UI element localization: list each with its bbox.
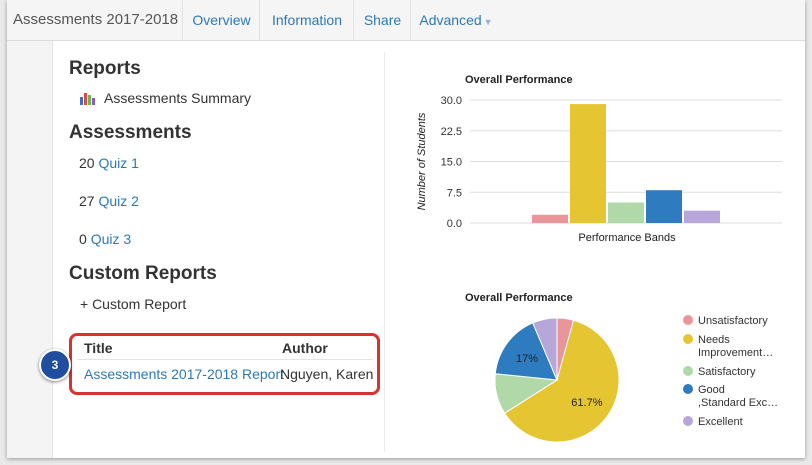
legend-swatch (683, 384, 693, 394)
y-tick-label: 30.0 (441, 95, 462, 107)
reports-heading: Reports (69, 58, 141, 79)
column-header-author: Author (282, 340, 328, 356)
y-axis-label: Number of Students (416, 112, 428, 210)
x-axis-label: Performance Bands (578, 232, 676, 244)
pie-chart: 61.7% 17% (494, 317, 620, 443)
legend-label: Satisfactory (698, 366, 756, 378)
legend-label: Needs (698, 334, 730, 346)
tab-information[interactable]: Information (259, 0, 354, 40)
bar (608, 202, 644, 223)
report-author: Nguyen, Karen (280, 366, 374, 382)
y-tick-label: 22.5 (441, 126, 462, 138)
left-gutter (7, 41, 53, 458)
legend-swatch (683, 366, 693, 376)
quiz-count: 20 (79, 155, 95, 171)
highlight-callout-box (69, 333, 380, 395)
quiz-link[interactable]: Quiz 1 (98, 155, 139, 171)
report-title-link[interactable]: Assessments 2017-2018 Report (84, 366, 284, 382)
column-divider (384, 52, 385, 452)
chevron-down-icon: ▼ (483, 17, 493, 27)
list-item: 27 Quiz 2 (79, 193, 139, 209)
legend-swatch (683, 334, 693, 344)
assessments-summary-link[interactable]: Assessments Summary (104, 90, 252, 106)
bar-chart-icon (80, 93, 95, 105)
pie-slice (494, 322, 558, 381)
slice-label: 61.7% (571, 397, 602, 409)
legend-swatch (683, 416, 693, 426)
y-tick-label: 7.5 (447, 187, 462, 199)
quiz-link[interactable]: Quiz 3 (90, 231, 132, 247)
column-header-title: Title (84, 340, 113, 356)
legend-label: Good (698, 384, 725, 396)
list-item: 0 Quiz 3 (79, 231, 131, 247)
add-custom-report-link[interactable]: + Custom Report (80, 296, 187, 312)
legend-label: ,Standard Exc… (698, 397, 778, 409)
legend-label: Excellent (698, 416, 743, 428)
tab-overview[interactable]: Overview (182, 0, 260, 40)
legend-swatch (683, 315, 693, 325)
quiz-link[interactable]: Quiz 2 (98, 193, 139, 209)
tab-advanced-label: Advanced (419, 12, 482, 28)
assessments-heading: Assessments (69, 122, 192, 143)
top-navbar: Assessments 2017-2018 Overview Informati… (7, 0, 805, 41)
pie-slice (532, 317, 558, 381)
step-number-badge: 3 (39, 349, 71, 381)
slice-label: 17% (516, 353, 538, 365)
list-item: 20 Quiz 1 (79, 155, 139, 171)
quiz-count: 27 (79, 193, 95, 209)
tab-advanced[interactable]: Advanced ▼ (410, 0, 501, 40)
bar (684, 210, 720, 223)
bar (570, 104, 606, 223)
bar-chart: 0.0 7.5 15.0 22.5 30.0 Performance Bands Numbe… (416, 95, 782, 244)
bar-chart-title: Overall Performance (465, 74, 573, 86)
pie-chart-title: Overall Performance (465, 292, 573, 304)
legend-label: Unsatisfactory (698, 315, 768, 327)
y-tick-label: 0.0 (447, 218, 462, 230)
tab-share[interactable]: Share (353, 0, 411, 40)
course-title: Assessments 2017-2018 (13, 11, 179, 28)
custom-reports-heading: Custom Reports (69, 263, 217, 284)
bar (646, 190, 682, 223)
bar (532, 214, 568, 223)
pie-slice (503, 319, 620, 443)
y-tick-label: 15.0 (441, 157, 462, 169)
app-window: Assessments 2017-2018 Overview Informati… (7, 0, 805, 458)
table-divider (77, 359, 373, 360)
legend-label: Improvement… (698, 347, 773, 359)
quiz-count: 0 (79, 231, 87, 247)
